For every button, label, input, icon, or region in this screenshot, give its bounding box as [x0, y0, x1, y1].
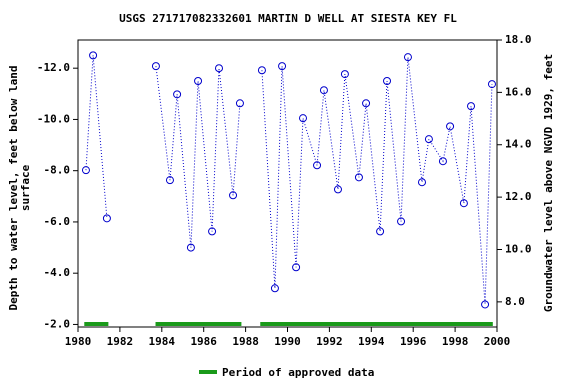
data-point [397, 217, 406, 226]
data-point [340, 70, 349, 79]
data-point [214, 64, 223, 73]
data-point [186, 243, 195, 252]
data-point [354, 173, 363, 182]
x-tick-label: 1988 [232, 335, 259, 348]
data-point [383, 77, 392, 85]
data-point [376, 227, 385, 236]
y-tick-label: -6.0 [44, 215, 71, 228]
data-point [487, 80, 496, 89]
data-point [362, 99, 371, 108]
data-point [299, 114, 308, 123]
y-tick-label: -4.0 [44, 266, 71, 279]
data-point [481, 300, 490, 309]
y2-tick-label: 14.0 [505, 138, 532, 151]
data-point [333, 185, 342, 194]
data-point [438, 157, 447, 166]
data-point [229, 191, 238, 200]
approved-period [155, 322, 242, 326]
y2-tick-label: 10.0 [505, 242, 532, 255]
y-axis-label: Depth to water level, feet below land [7, 65, 20, 310]
data-point [165, 176, 174, 185]
y2-tick-label: 18.0 [505, 33, 532, 46]
x-tick-label: 1980 [65, 335, 92, 348]
y-tick-label: -12.0 [37, 61, 70, 74]
approved-period [260, 322, 493, 326]
data-point [467, 102, 476, 111]
data-point [403, 53, 412, 62]
data-point [446, 122, 455, 131]
data-point [208, 227, 217, 236]
x-tick-label: 1990 [274, 335, 301, 348]
data-line [85, 55, 493, 305]
data-point [417, 178, 426, 187]
data-point [459, 199, 468, 208]
y2-tick-label: 16.0 [505, 85, 532, 98]
plot-frame [77, 39, 498, 328]
y-tick-label: -10.0 [37, 112, 70, 125]
y2-axis-label: Groundwater level above NGVD 1929, feet [542, 54, 555, 312]
x-tick-label: 1994 [358, 335, 385, 348]
data-point [424, 135, 433, 144]
data-point [194, 77, 203, 85]
data-point [151, 62, 160, 71]
data-point [89, 51, 98, 60]
y2-tick-label: 12.0 [505, 190, 532, 203]
data-point [292, 263, 301, 272]
approved-period [84, 322, 109, 326]
data-point [102, 214, 111, 223]
chart-title: USGS 271717082332601 MARTIN D WELL AT SI… [119, 12, 457, 25]
data-point [81, 166, 90, 175]
x-tick-label: 1996 [400, 335, 427, 348]
x-tick-label: 1984 [149, 335, 176, 348]
legend-label: Period of approved data [222, 366, 374, 379]
data-point [173, 90, 182, 99]
x-tick-label: 1998 [442, 335, 469, 348]
y-tick-label: -2.0 [44, 317, 71, 330]
data-point [257, 66, 266, 75]
x-tick-label: 1986 [190, 335, 217, 348]
data-point [270, 284, 279, 293]
data-point [313, 161, 322, 170]
y-tick-label: -8.0 [44, 164, 71, 177]
data-point [278, 62, 287, 71]
data-point [235, 99, 244, 108]
y-axis-label: surface [19, 164, 32, 211]
data-point [319, 86, 328, 95]
x-tick-label: 1982 [107, 335, 134, 348]
x-tick-label: 2000 [484, 335, 511, 348]
y2-tick-label: 8.0 [505, 295, 525, 308]
x-tick-label: 1992 [316, 335, 343, 348]
